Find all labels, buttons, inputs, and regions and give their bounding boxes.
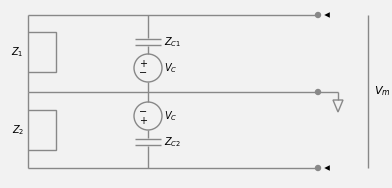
Text: $V_C$: $V_C$	[164, 61, 177, 75]
Bar	[28, 110, 56, 150]
Text: −: −	[139, 68, 147, 78]
Text: −: −	[139, 107, 147, 117]
Text: $V_C$: $V_C$	[164, 109, 177, 123]
Circle shape	[316, 12, 321, 17]
Text: $Z_2$: $Z_2$	[11, 123, 24, 137]
Text: $Z_{C2}$: $Z_{C2}$	[164, 135, 181, 149]
Text: +: +	[139, 116, 147, 126]
Circle shape	[316, 165, 321, 171]
Text: +: +	[139, 59, 147, 69]
Text: $V_m$: $V_m$	[374, 85, 390, 98]
Bar	[28, 32, 56, 72]
Circle shape	[316, 89, 321, 95]
Text: $Z_1$: $Z_1$	[11, 45, 24, 59]
Text: $Z_{C1}$: $Z_{C1}$	[164, 35, 181, 49]
